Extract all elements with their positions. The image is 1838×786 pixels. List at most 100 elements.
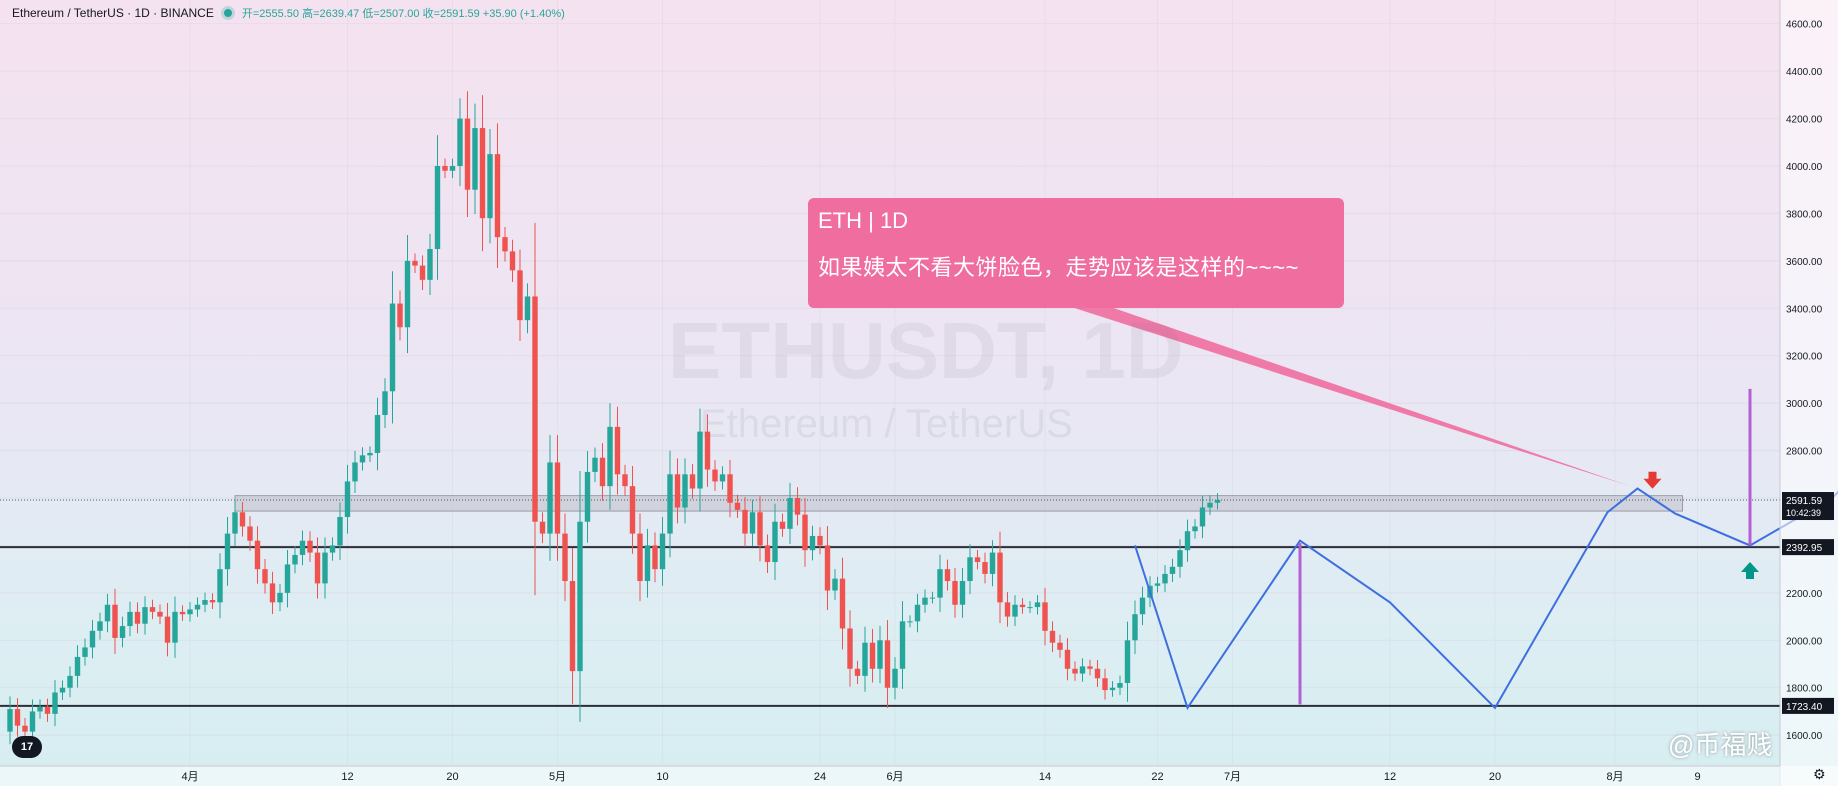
price-tick-label: 3200.00	[1786, 352, 1823, 363]
candle-body	[944, 569, 951, 582]
candle-body	[637, 533, 643, 582]
candle-body	[464, 118, 471, 190]
candle-body	[299, 540, 306, 555]
candle-body	[644, 545, 651, 582]
candle-body	[419, 265, 426, 280]
candle-body	[734, 502, 741, 510]
candle-body	[614, 426, 621, 475]
horizontal-lines	[0, 499, 1780, 707]
candle-body	[764, 545, 771, 563]
current-price-tag	[1782, 492, 1834, 521]
candle-body	[187, 609, 193, 615]
gear-icon[interactable]: ⚙	[1813, 766, 1826, 782]
price-tick-label: 3600.00	[1786, 257, 1823, 268]
candle-body	[599, 457, 606, 487]
candle-body	[967, 557, 973, 582]
candle-body	[487, 154, 493, 219]
candle-body	[7, 709, 13, 732]
candle-body	[479, 128, 486, 219]
candle-body	[337, 516, 343, 546]
time-tick-label: 5月	[549, 771, 566, 783]
candle-body	[374, 415, 381, 453]
candle-body	[839, 578, 846, 629]
time-tick-label: 8月	[1606, 771, 1623, 783]
candle-body	[1192, 526, 1198, 532]
candle-body	[689, 474, 696, 489]
candle-body	[367, 452, 373, 456]
arrow-up-icon	[1741, 562, 1759, 580]
candle-body	[344, 481, 351, 517]
candle-body	[794, 498, 801, 515]
candle-body	[82, 647, 88, 657]
current-price-label: 2591.59	[1786, 496, 1823, 507]
candle-body	[892, 668, 898, 688]
time-tick-label: 22	[1151, 771, 1163, 783]
time-tick-label: 6月	[886, 771, 903, 783]
price-tick-label: 4600.00	[1786, 20, 1823, 31]
callout-title: ETH | 1D	[818, 208, 909, 233]
candle-body	[554, 462, 561, 534]
candle-body	[1034, 602, 1041, 608]
candle-body	[622, 474, 628, 487]
candle-body	[307, 540, 313, 553]
candle-body	[389, 303, 396, 392]
candle-body	[217, 569, 223, 603]
candle-body	[914, 604, 921, 622]
candle-body	[1019, 604, 1026, 608]
candles	[7, 91, 1221, 745]
candle-body	[494, 154, 501, 238]
time-axis[interactable]: 34月12205月10246月14227月12208月9239月1321	[0, 765, 1838, 786]
candle-body	[457, 118, 463, 167]
price-tick-label: 1600.00	[1786, 731, 1823, 742]
candle-body	[1214, 500, 1221, 503]
candle-body	[427, 249, 433, 280]
candle-body	[112, 604, 118, 638]
candle-body	[787, 498, 793, 529]
candle-body	[1064, 649, 1071, 669]
candle-body	[382, 391, 388, 416]
symbol-header[interactable]: Ethereum / TetherUS · 1D · BINANCE 开=255…	[12, 5, 565, 21]
candle-body	[202, 599, 208, 605]
candle-body	[959, 581, 966, 605]
candle-body	[1079, 666, 1086, 674]
candle-body	[1177, 550, 1183, 567]
candle-body	[749, 512, 756, 534]
candle-body	[164, 616, 171, 643]
candle-body	[194, 604, 201, 610]
candle-body	[667, 474, 673, 534]
candle-body	[37, 706, 43, 712]
candle-body	[922, 597, 928, 605]
candle-body	[1169, 566, 1176, 574]
time-tick-label: 9	[1694, 771, 1700, 783]
candle-body	[974, 557, 981, 563]
time-tick-label: 14	[1039, 771, 1051, 783]
candle-body	[67, 675, 73, 688]
watermark-symbol: ETHUSDT, 1D	[668, 306, 1184, 395]
candle-body	[569, 581, 576, 672]
candle-body	[584, 471, 591, 522]
tradingview-logo-icon[interactable]: 17	[12, 736, 42, 758]
candle-body	[29, 711, 36, 732]
symbol-title[interactable]: Ethereum / TetherUS · 1D · BINANCE	[12, 6, 214, 20]
candle-body	[179, 611, 186, 615]
candle-body	[907, 621, 913, 623]
candle-body	[1109, 687, 1116, 691]
candle-body	[989, 552, 996, 574]
price-tick-label: 3800.00	[1786, 209, 1823, 220]
candle-body	[862, 642, 868, 676]
callout-box[interactable]: ETH | 1D 如果姨太不看大饼脸色，走势应该是这样的~~~~	[808, 198, 1344, 308]
candle-body	[284, 564, 291, 593]
price-axis[interactable]: 1600.001800.002000.002200.002400.002600.…	[1779, 0, 1838, 786]
ohlc-readout: 开=2555.50 高=2639.47 低=2507.00 收=2591.59 …	[241, 8, 565, 20]
candle-body	[802, 514, 808, 551]
candle-body	[412, 260, 418, 266]
candle-body	[397, 303, 403, 328]
candle-body	[1117, 682, 1123, 688]
candle-body	[44, 706, 51, 714]
candle-body	[884, 640, 891, 688]
candle-body	[224, 533, 231, 570]
candle-body	[937, 569, 943, 598]
candle-body	[674, 474, 681, 508]
